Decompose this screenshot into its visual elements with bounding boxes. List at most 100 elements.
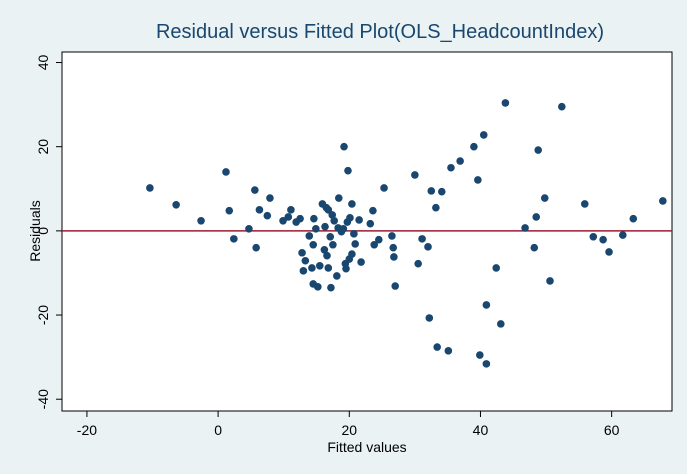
point	[546, 277, 554, 285]
y-tick-label: 20	[35, 139, 51, 155]
point	[425, 314, 434, 322]
point	[146, 184, 154, 192]
point	[369, 206, 377, 215]
point	[350, 230, 358, 238]
point	[433, 343, 441, 351]
point	[344, 166, 352, 175]
point	[301, 256, 310, 265]
point	[629, 214, 638, 223]
point	[309, 240, 318, 249]
point	[308, 264, 316, 272]
point	[342, 264, 350, 273]
point	[501, 99, 510, 107]
point	[328, 211, 337, 219]
point	[532, 213, 541, 221]
point	[437, 187, 446, 196]
point	[482, 360, 491, 368]
point	[589, 232, 598, 241]
point	[284, 213, 293, 221]
y-tick-label: -40	[35, 389, 51, 409]
point	[225, 206, 234, 215]
point	[330, 216, 339, 225]
point	[447, 163, 455, 172]
point	[327, 283, 335, 292]
point	[599, 235, 607, 244]
point	[558, 102, 566, 111]
point	[492, 264, 501, 272]
point	[323, 251, 331, 260]
point	[390, 253, 398, 261]
point	[245, 224, 253, 233]
point	[310, 214, 318, 223]
point	[474, 176, 482, 184]
point	[521, 224, 529, 232]
point	[315, 262, 324, 270]
point	[334, 194, 343, 202]
y-axis-label: Residuals	[27, 200, 43, 261]
point	[370, 240, 379, 249]
point	[329, 240, 337, 249]
point	[427, 187, 436, 195]
point	[299, 267, 308, 275]
x-tick-label: -20	[77, 422, 97, 438]
point	[470, 142, 478, 151]
point	[580, 200, 589, 208]
point	[339, 224, 348, 233]
point	[252, 243, 260, 252]
point	[279, 216, 287, 225]
point	[357, 258, 365, 266]
point	[348, 200, 356, 208]
point	[298, 248, 306, 257]
point	[305, 232, 314, 240]
point	[432, 203, 440, 212]
x-tick-label: 20	[342, 422, 358, 438]
point	[605, 248, 613, 256]
point	[296, 214, 304, 223]
point	[312, 224, 320, 233]
point	[348, 250, 356, 258]
point	[230, 235, 238, 243]
point	[263, 211, 272, 220]
point	[482, 301, 491, 309]
point	[414, 259, 422, 268]
point	[324, 264, 333, 272]
x-tick-label: 40	[473, 422, 489, 438]
point	[534, 146, 542, 154]
x-axis-label: Fitted values	[327, 439, 406, 455]
point	[619, 231, 627, 239]
point	[222, 168, 230, 176]
point	[266, 194, 274, 202]
point	[530, 243, 539, 252]
point	[479, 131, 488, 139]
x-tick-label: 0	[214, 422, 222, 438]
point	[251, 186, 259, 194]
point	[314, 283, 322, 291]
point	[476, 351, 484, 359]
point	[389, 243, 398, 252]
point	[659, 197, 667, 205]
y-tick-label: -20	[35, 305, 51, 325]
point	[388, 232, 396, 240]
y-tick-label: 0	[35, 227, 51, 235]
point	[255, 206, 264, 214]
y-tick-label: 40	[35, 55, 51, 71]
point	[355, 216, 363, 224]
point	[456, 157, 464, 165]
point	[366, 219, 375, 228]
point	[340, 142, 348, 151]
point	[197, 216, 205, 225]
point	[540, 194, 549, 202]
point	[375, 235, 383, 244]
point	[411, 171, 419, 179]
point	[497, 320, 505, 328]
point	[424, 243, 432, 251]
point	[326, 232, 335, 241]
point	[333, 272, 341, 280]
point	[321, 222, 329, 231]
chart-title: Residual versus Fitted Plot(OLS_Headcoun…	[156, 21, 604, 43]
point	[418, 235, 426, 243]
point	[444, 347, 453, 355]
x-tick-label: 60	[604, 422, 620, 438]
point	[351, 240, 359, 248]
